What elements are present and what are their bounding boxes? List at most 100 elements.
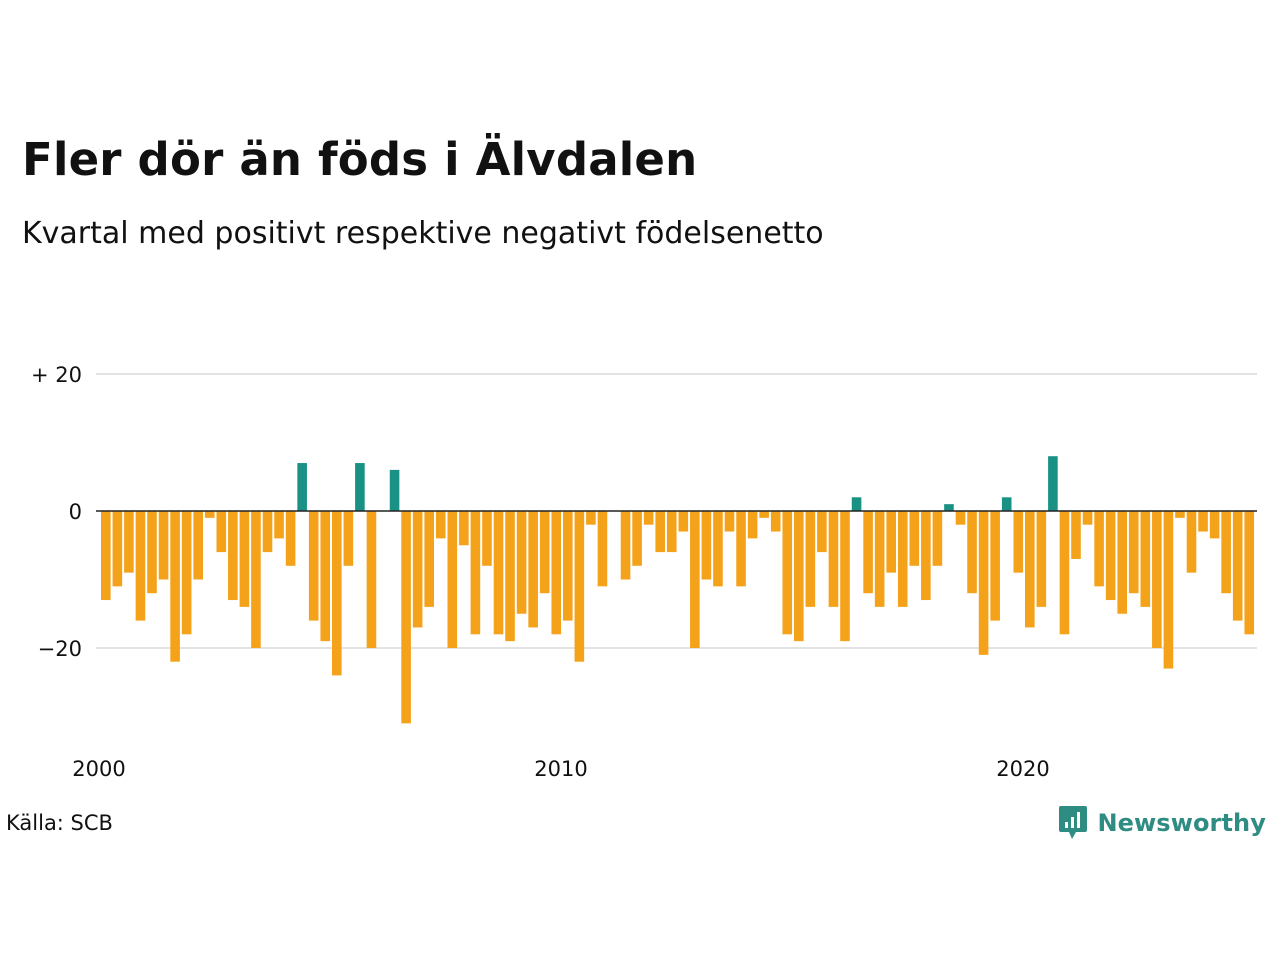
x-tick-label: 2010	[534, 757, 587, 781]
bar-negative	[401, 511, 411, 724]
bar-negative	[124, 511, 134, 573]
bar-negative	[343, 511, 354, 566]
bar-negative	[412, 511, 423, 628]
bar-negative	[447, 511, 458, 648]
bar-positive	[355, 463, 365, 511]
bar-negative	[563, 511, 573, 621]
bar-negative	[135, 511, 146, 621]
bars	[101, 456, 1255, 724]
bar-negative	[597, 511, 608, 587]
bar-positive	[297, 463, 307, 511]
bar-negative	[690, 511, 700, 648]
bar-negative	[794, 511, 804, 642]
bar-negative	[886, 511, 896, 573]
brand-logo: Newsworthy	[1057, 803, 1266, 843]
bar-negative	[770, 511, 781, 532]
bar-negative	[817, 511, 827, 553]
bar-negative	[539, 511, 550, 594]
bar-negative	[1244, 511, 1255, 635]
bar-negative	[701, 511, 712, 580]
bar-negative	[724, 511, 735, 532]
bar-positive	[851, 497, 862, 511]
bar-negative	[528, 511, 538, 628]
bar-negative	[251, 511, 261, 648]
y-tick-label: 0	[69, 500, 82, 524]
bar-negative	[332, 511, 342, 676]
bar-negative	[932, 511, 943, 566]
axes: + 20 0 −20 2000 2010 2020	[31, 363, 1257, 781]
bar-negative	[759, 511, 769, 518]
bar-negative	[1094, 511, 1104, 587]
bar-negative	[1163, 511, 1174, 669]
bar-negative	[1232, 511, 1243, 621]
bar-negative	[967, 511, 977, 594]
y-tick-label: + 20	[31, 363, 82, 387]
bar-negative	[493, 511, 504, 635]
bar-negative	[435, 511, 446, 539]
bar-negative	[955, 511, 966, 525]
bar-negative	[147, 511, 157, 594]
bar-negative	[170, 511, 180, 662]
bar-negative	[1036, 511, 1047, 607]
bar-negative	[366, 511, 377, 648]
bar-negative	[459, 511, 469, 546]
bar-negative	[1025, 511, 1035, 628]
gridlines	[96, 373, 1257, 649]
bar-negative	[1082, 511, 1093, 525]
bar-negative	[666, 511, 677, 553]
bar-negative	[1117, 511, 1127, 614]
x-tick-label: 2020	[996, 757, 1049, 781]
bar-negative	[713, 511, 723, 587]
bar-negative	[574, 511, 585, 662]
bar-negative	[262, 511, 273, 553]
bar-negative	[1128, 511, 1139, 594]
y-tick-label: −20	[38, 637, 82, 661]
bar-negative	[1152, 511, 1162, 648]
bar-negative	[424, 511, 434, 607]
bar-positive	[1048, 456, 1058, 511]
bar-negative	[181, 511, 192, 635]
bar-negative	[747, 511, 758, 539]
bar-negative	[1140, 511, 1151, 607]
bar-negative	[470, 511, 481, 635]
bar-negative	[620, 511, 631, 580]
bar-negative	[643, 511, 654, 525]
bar-negative	[909, 511, 920, 566]
brand-name: Newsworthy	[1097, 809, 1266, 837]
bar-negative	[482, 511, 492, 566]
bar-negative	[1186, 511, 1197, 573]
bar-negative	[228, 511, 238, 601]
newsworthy-chat-chart-icon	[1059, 806, 1088, 839]
bar-negative	[1175, 511, 1185, 518]
chart-subtitle: Kvartal med positivt respektive negativt…	[22, 216, 824, 251]
bar-negative	[320, 511, 331, 642]
bar-negative	[1071, 511, 1081, 559]
source-note: Källa: SCB	[6, 811, 113, 835]
bar-negative	[586, 511, 596, 525]
bar-negative	[1198, 511, 1208, 532]
bar-positive	[1001, 497, 1012, 511]
bar-negative	[551, 511, 562, 635]
bar-negative	[101, 511, 111, 601]
bar-negative	[990, 511, 1000, 621]
bar-negative	[655, 511, 665, 553]
bar-negative	[678, 511, 689, 532]
bar-negative	[874, 511, 885, 607]
bar-chart: + 20 0 −20 2000 2010 2020	[31, 363, 1257, 781]
bar-negative	[158, 511, 169, 580]
bar-positive	[944, 504, 954, 511]
bar-negative	[1013, 511, 1024, 573]
bar-negative	[782, 511, 793, 635]
chart-title: Fler dör än föds i Älvdalen	[22, 133, 698, 186]
bar-positive	[389, 469, 400, 511]
bar-negative	[1059, 511, 1070, 635]
bar-negative	[193, 511, 203, 580]
bar-negative	[1221, 511, 1231, 594]
bar-negative	[978, 511, 989, 655]
bar-negative	[239, 511, 250, 607]
bar-negative	[285, 511, 296, 566]
bar-negative	[1209, 511, 1220, 539]
bar-negative	[840, 511, 850, 642]
bar-negative	[204, 511, 215, 518]
bar-negative	[863, 511, 873, 594]
